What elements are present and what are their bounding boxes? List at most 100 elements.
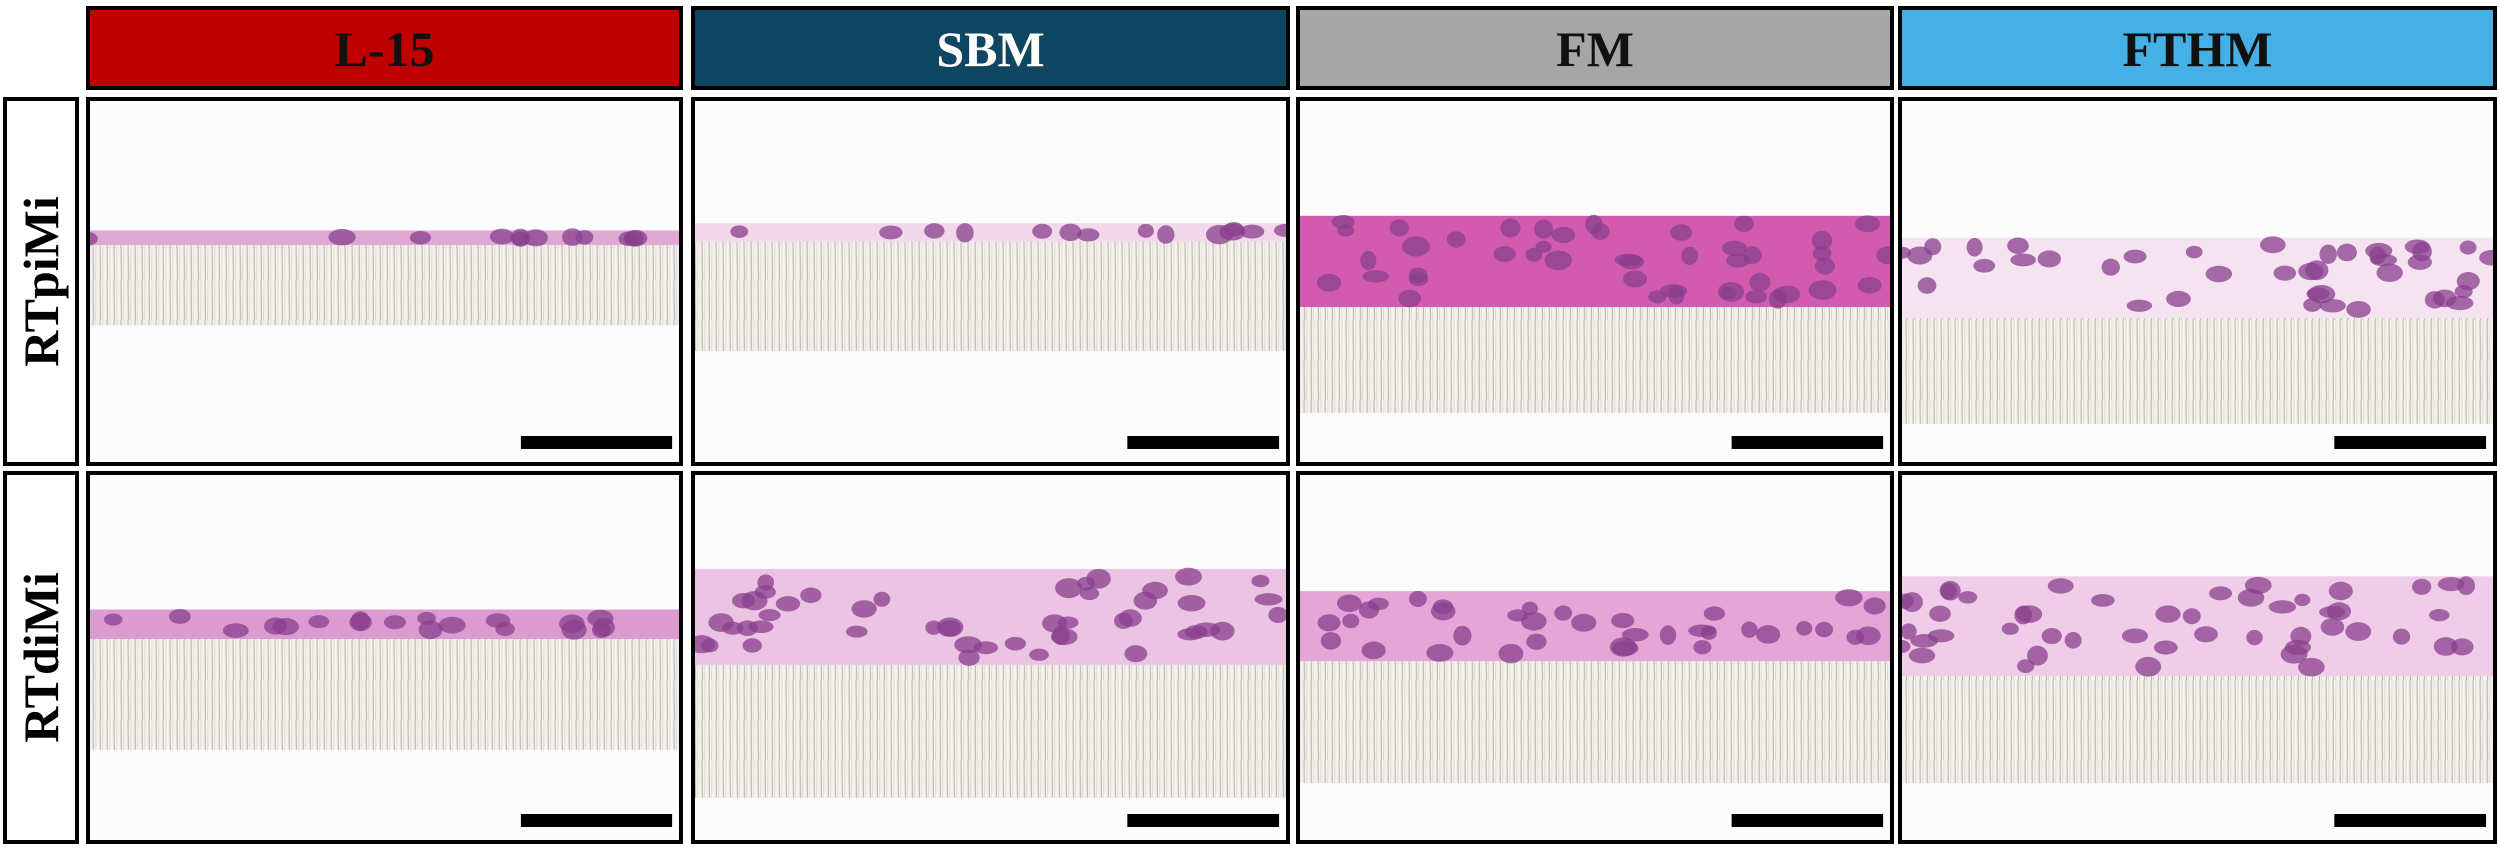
nucleus [222,623,249,638]
nucleus [1815,621,1834,638]
nucleus [1118,609,1142,627]
column-header: L-15 [335,21,435,77]
nucleus [1688,624,1716,637]
nucleus [1268,606,1288,624]
nucleus [956,223,974,243]
nucleus [2166,290,2191,307]
membrane [88,639,681,750]
nucleus [1362,270,1390,283]
nucleus [1611,612,1635,629]
nucleus [731,592,756,609]
nucleus [1029,648,1049,661]
nucleus [1055,578,1083,599]
column-header-box [691,6,1290,90]
nucleus [2319,298,2346,313]
nucleus [2185,245,2203,259]
nucleus [1835,589,1863,607]
nucleus [559,614,585,634]
nucleus [2064,632,2082,649]
panel-frame [1898,471,2497,844]
nucleus [2319,244,2337,265]
nucleus [1432,599,1454,615]
panel-frame [86,471,683,844]
nucleus [587,609,614,628]
nucleus [924,223,945,239]
nucleus [2121,628,2148,644]
nucleus [757,574,775,591]
nucleus [1670,224,1693,241]
nucleus [742,638,762,653]
nucleus [1254,593,1283,606]
nucleus [2424,291,2445,309]
nucleus [1360,250,1377,271]
nucleus [722,621,744,635]
nucleus [2047,578,2074,594]
nucleus [2456,272,2480,291]
nucleus [591,621,611,639]
nucleus [1814,257,1835,275]
row-label-box [3,471,79,844]
nucleus [1446,231,1466,248]
nucleus [1273,223,1288,238]
nucleus [1177,628,1203,641]
nucleus [2209,586,2233,601]
nucleus [1900,639,1911,654]
nucleus [2445,295,2474,311]
nucleus [1493,246,1516,263]
nucleus [495,622,515,637]
nucleus [2404,239,2430,255]
nucleus [383,615,406,630]
cell-layer [1900,576,2495,676]
scale-bar [1731,436,1884,449]
panel-frame [1898,97,2497,466]
row-label: RTpiMi [13,196,69,367]
nucleus [758,609,781,622]
nucleus [1175,567,1202,586]
nucleus [775,596,801,612]
nucleus [418,620,443,640]
nucleus [1316,273,1342,292]
nucleus [523,229,548,247]
nucleus [1157,225,1175,244]
nucleus [1453,625,1472,646]
nucleus [2237,588,2265,607]
scale-bar [2334,814,2487,827]
nucleus [2305,260,2329,281]
nucleus [2294,593,2311,607]
nucleus [2369,246,2387,265]
nucleus [2026,645,2048,666]
nucleus [2290,626,2312,646]
nucleus [1059,223,1082,242]
nucleus [958,649,980,666]
nucleus [1693,640,1712,655]
nucleus [1929,605,1951,622]
micrograph [691,471,1290,844]
nucleus [2303,298,2322,312]
nucleus [1206,225,1233,245]
nucleus [2015,605,2043,623]
nucleus [1966,237,1983,257]
nucleus [1124,645,1148,663]
nucleus [936,617,964,638]
scale-bar [520,814,673,827]
membrane [693,664,1288,798]
row-label-box [3,97,79,466]
column-header: FM [1556,21,1634,77]
nucleus [1812,245,1832,261]
membrane [1900,675,2495,783]
nucleus [1337,594,1362,613]
nucleus [1426,644,1454,662]
nucleus [2123,249,2147,264]
nucleus [845,625,868,638]
nucleus [1855,215,1881,233]
nucleus [1907,246,1933,265]
nucleus [1939,581,1961,601]
scale-bar [1731,814,1884,827]
nucleus [328,228,356,246]
nucleus [1551,226,1576,244]
nucleus [693,635,715,654]
nucleus [1660,284,1688,298]
nucleus [2194,626,2218,643]
nucleus [2459,240,2477,255]
